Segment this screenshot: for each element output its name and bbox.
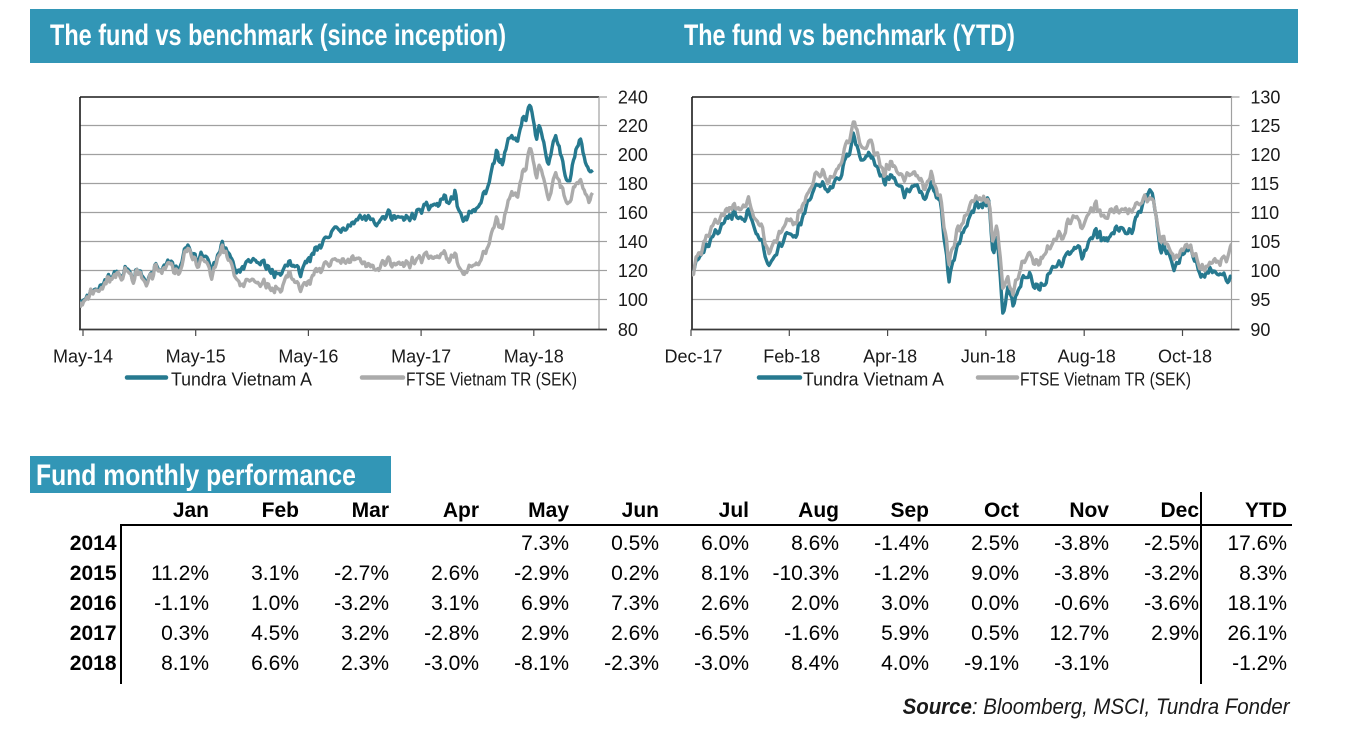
svg-text:105: 105: [1250, 232, 1280, 252]
svg-text:May-17: May-17: [391, 347, 451, 367]
svg-text:220: 220: [618, 116, 648, 136]
svg-text:110: 110: [1250, 203, 1279, 223]
svg-text:130: 130: [1250, 88, 1280, 108]
svg-text:95: 95: [1250, 290, 1270, 310]
svg-text:125: 125: [1250, 116, 1280, 136]
svg-text:FTSE Vietnam TR (SEK): FTSE Vietnam TR (SEK): [1020, 370, 1191, 390]
svg-text:100: 100: [618, 290, 648, 310]
svg-text:May-16: May-16: [278, 347, 338, 367]
svg-text:Tundra Vietnam A: Tundra Vietnam A: [803, 370, 944, 390]
svg-text:Aug-18: Aug-18: [1058, 347, 1116, 367]
svg-text:180: 180: [618, 174, 648, 194]
svg-text:200: 200: [618, 145, 648, 165]
svg-text:Tundra Vietnam A: Tundra Vietnam A: [171, 370, 312, 390]
svg-text:140: 140: [618, 232, 648, 252]
svg-text:Oct-18: Oct-18: [1158, 347, 1212, 367]
svg-text:May-18: May-18: [504, 347, 564, 367]
svg-text:160: 160: [618, 203, 648, 223]
svg-text:Feb-18: Feb-18: [763, 347, 820, 367]
svg-text:Apr-18: Apr-18: [863, 347, 917, 367]
svg-text:120: 120: [1250, 145, 1280, 165]
svg-text:240: 240: [618, 88, 648, 108]
svg-text:Dec-17: Dec-17: [664, 347, 722, 367]
svg-text:100: 100: [1250, 261, 1280, 281]
svg-text:90: 90: [1250, 320, 1270, 340]
svg-text:May-14: May-14: [53, 347, 113, 367]
svg-text:115: 115: [1250, 174, 1279, 194]
svg-text:Jun-18: Jun-18: [961, 347, 1016, 367]
svg-text:120: 120: [618, 261, 648, 281]
svg-text:May-15: May-15: [166, 347, 226, 367]
svg-text:FTSE Vietnam TR (SEK): FTSE Vietnam TR (SEK): [406, 370, 577, 390]
svg-text:80: 80: [618, 320, 638, 340]
